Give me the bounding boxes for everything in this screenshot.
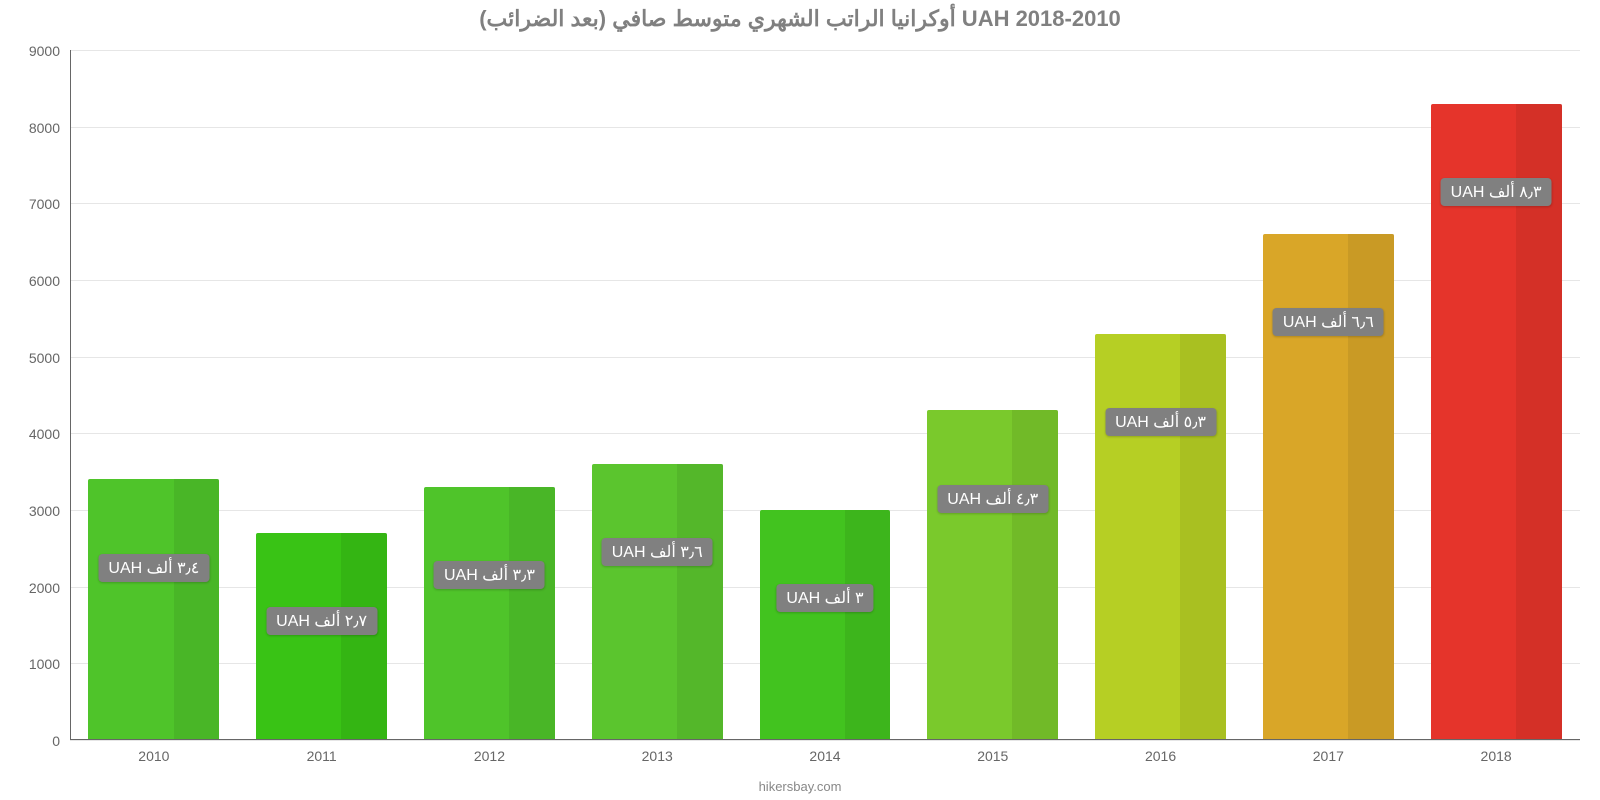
x-tick-label: 2017 (1313, 748, 1344, 764)
bar (592, 464, 723, 740)
y-tick-label: 5000 (29, 350, 60, 366)
value-badge: ٢٫٧ ألف UAH (266, 607, 377, 635)
chart-title: أوكرانيا الراتب الشهري متوسط صافي (بعد ا… (0, 0, 1600, 32)
value-badge: ٣ ألف UAH (776, 584, 873, 612)
y-tick-label: 4000 (29, 426, 60, 442)
bar-shade (677, 464, 723, 740)
y-tick-label: 6000 (29, 273, 60, 289)
bar-shade (1180, 334, 1226, 740)
chart-source: hikersbay.com (759, 779, 842, 794)
bar (424, 487, 555, 740)
value-badge: ٤٫٣ ألف UAH (937, 485, 1048, 513)
x-tick-label: 2012 (474, 748, 505, 764)
x-tick-label: 2013 (642, 748, 673, 764)
bars-layer: 201020112012201320142015201620172018 (70, 50, 1580, 740)
bar (256, 533, 387, 740)
y-tick-label: 2000 (29, 580, 60, 596)
salary-chart: أوكرانيا الراتب الشهري متوسط صافي (بعد ا… (0, 0, 1600, 800)
value-badge: ٣٫٦ ألف UAH (602, 538, 713, 566)
bar (1095, 334, 1226, 740)
bar-shade (509, 487, 555, 740)
bar-shade (174, 479, 220, 740)
bar (88, 479, 219, 740)
x-axis-line (70, 739, 1580, 740)
y-axis-line (70, 50, 71, 740)
value-badge: ٨٫٣ ألف UAH (1441, 178, 1552, 206)
bar-shade (341, 533, 387, 740)
x-tick-label: 2015 (977, 748, 1008, 764)
y-tick-label: 9000 (29, 43, 60, 59)
x-tick-label: 2016 (1145, 748, 1176, 764)
bar-shade (1012, 410, 1058, 740)
y-tick-label: 8000 (29, 120, 60, 136)
y-tick-label: 3000 (29, 503, 60, 519)
value-badge: ٣٫٣ ألف UAH (434, 561, 545, 589)
bar (927, 410, 1058, 740)
y-tick-label: 0 (52, 733, 60, 749)
y-tick-label: 7000 (29, 196, 60, 212)
x-tick-label: 2018 (1481, 748, 1512, 764)
y-tick-label: 1000 (29, 656, 60, 672)
x-tick-label: 2014 (809, 748, 840, 764)
value-badge: ٣٫٤ ألف UAH (98, 554, 209, 582)
x-tick-label: 2010 (138, 748, 169, 764)
x-tick-label: 2011 (307, 748, 337, 764)
value-badge: ٥٫٣ ألف UAH (1105, 408, 1216, 436)
gridline: 0 (70, 740, 1580, 741)
value-badge: ٦٫٦ ألف UAH (1273, 308, 1384, 336)
bar-shade (845, 510, 891, 740)
bar (760, 510, 891, 740)
plot-area: 0100020003000400050006000700080009000 20… (70, 50, 1580, 740)
